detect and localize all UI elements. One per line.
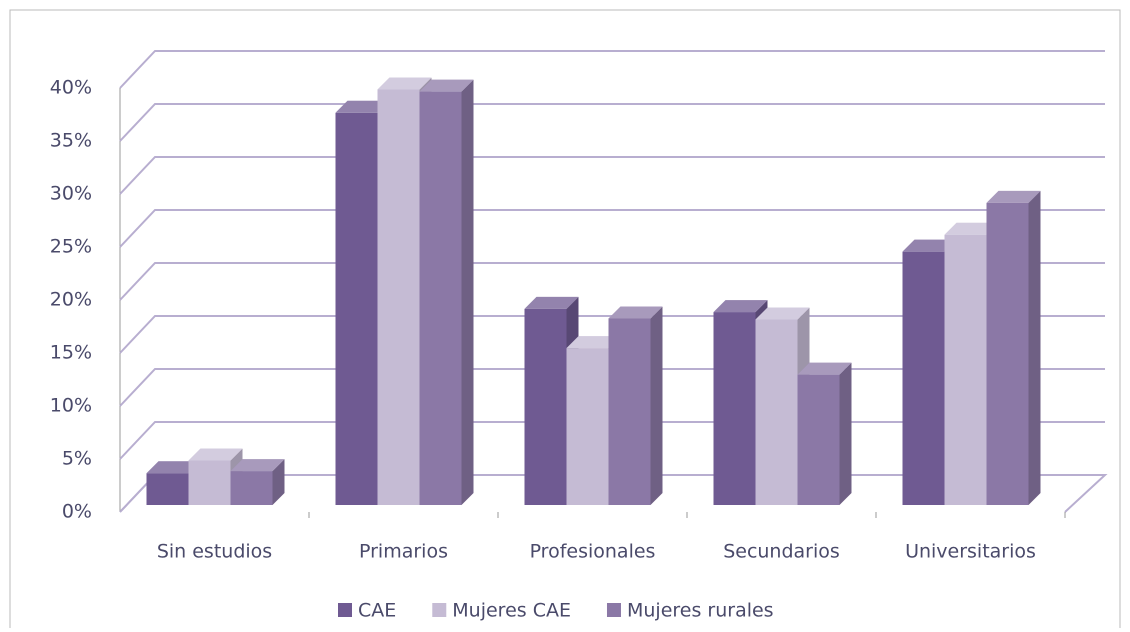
x-tick-label: Secundarios	[723, 541, 840, 563]
bar-top-shade	[986, 190, 1041, 203]
x-tick-label: Sin estudios	[157, 541, 272, 563]
bar-top	[335, 100, 390, 113]
bar-side	[272, 459, 285, 505]
legend-label: CAE	[358, 600, 396, 622]
bar-top	[377, 77, 432, 90]
bar-side-shade	[461, 79, 474, 505]
bar-top-shade	[755, 307, 810, 320]
bar-top	[188, 448, 243, 461]
bar-top-shade	[146, 461, 201, 474]
bar-front	[608, 318, 651, 505]
y-tick-label: 35%	[50, 130, 92, 152]
bar-front	[986, 202, 1029, 505]
y-tick-label: 15%	[50, 342, 92, 364]
bar	[608, 306, 663, 505]
bar-front	[188, 460, 231, 505]
bar-side	[1028, 190, 1041, 505]
bar-top	[608, 306, 663, 319]
bar-side-shade	[1028, 190, 1041, 505]
bar-top-shade	[335, 100, 390, 113]
bar-front	[713, 312, 756, 505]
bar-top-shade	[797, 362, 852, 375]
bar	[797, 362, 852, 505]
bar-side	[839, 362, 852, 505]
bar-top-shade	[230, 459, 285, 472]
bar-top	[755, 307, 810, 320]
bar-top	[419, 79, 474, 92]
bar-top	[524, 296, 579, 309]
bar-top	[230, 459, 285, 472]
y-tick-label: 0%	[62, 501, 92, 523]
bar-front	[335, 112, 378, 506]
grid-line	[119, 103, 1105, 142]
x-tick-label: Profesionales	[530, 541, 656, 563]
bar-top-shade	[524, 296, 579, 309]
bar-top	[146, 461, 201, 474]
y-tick-label: 40%	[50, 77, 92, 99]
bar-front	[377, 89, 420, 505]
bar-front	[230, 471, 273, 505]
bar-front	[944, 234, 987, 505]
bar-front	[419, 91, 462, 505]
bar-side-shade	[839, 362, 852, 505]
bar-front	[902, 251, 945, 505]
y-tick-label: 5%	[62, 448, 92, 470]
y-tick-label: 30%	[50, 183, 92, 205]
bar-top	[944, 222, 999, 235]
legend-swatch	[606, 603, 621, 617]
bar	[986, 190, 1041, 505]
bar-top	[566, 336, 621, 349]
legend-label: Mujeres rurales	[627, 600, 774, 622]
bar-top	[713, 300, 768, 313]
bar-top-shade	[566, 336, 621, 349]
y-tick-label: 25%	[50, 236, 92, 258]
bar-top-shade	[608, 306, 663, 319]
bar-front	[146, 473, 189, 505]
bar-side-shade	[650, 306, 663, 505]
grid-line	[119, 50, 1105, 89]
bar-front	[797, 374, 840, 505]
bar-front	[566, 348, 609, 505]
bar-top-shade	[902, 239, 957, 252]
legend-swatch	[338, 603, 352, 617]
grid-line	[119, 262, 1105, 301]
bar-top	[986, 190, 1041, 203]
bar-top-shade	[188, 448, 243, 461]
bar-top-shade	[419, 79, 474, 92]
bar-top	[797, 362, 852, 375]
bar-top-shade	[713, 300, 768, 313]
bar-front	[524, 308, 567, 505]
bar-front	[755, 319, 798, 505]
bar-side-shade	[272, 459, 285, 505]
legend-swatch	[432, 603, 447, 617]
bar-top-shade	[944, 222, 999, 235]
bar	[419, 79, 474, 505]
bar-side	[461, 79, 474, 505]
grid-line	[119, 156, 1105, 195]
bar	[230, 459, 285, 505]
grid-line	[119, 209, 1105, 248]
x-tick-label: Universitarios	[905, 541, 1036, 563]
y-tick-label: 20%	[50, 289, 92, 311]
bar-top	[902, 239, 957, 252]
x-tick-label: Primarios	[359, 541, 448, 563]
bar-top-shade	[377, 77, 432, 90]
frame	[9, 9, 1121, 632]
y-tick-label: 10%	[50, 395, 92, 417]
legend-label: Mujeres CAE	[452, 600, 571, 622]
bar-side	[650, 306, 663, 505]
